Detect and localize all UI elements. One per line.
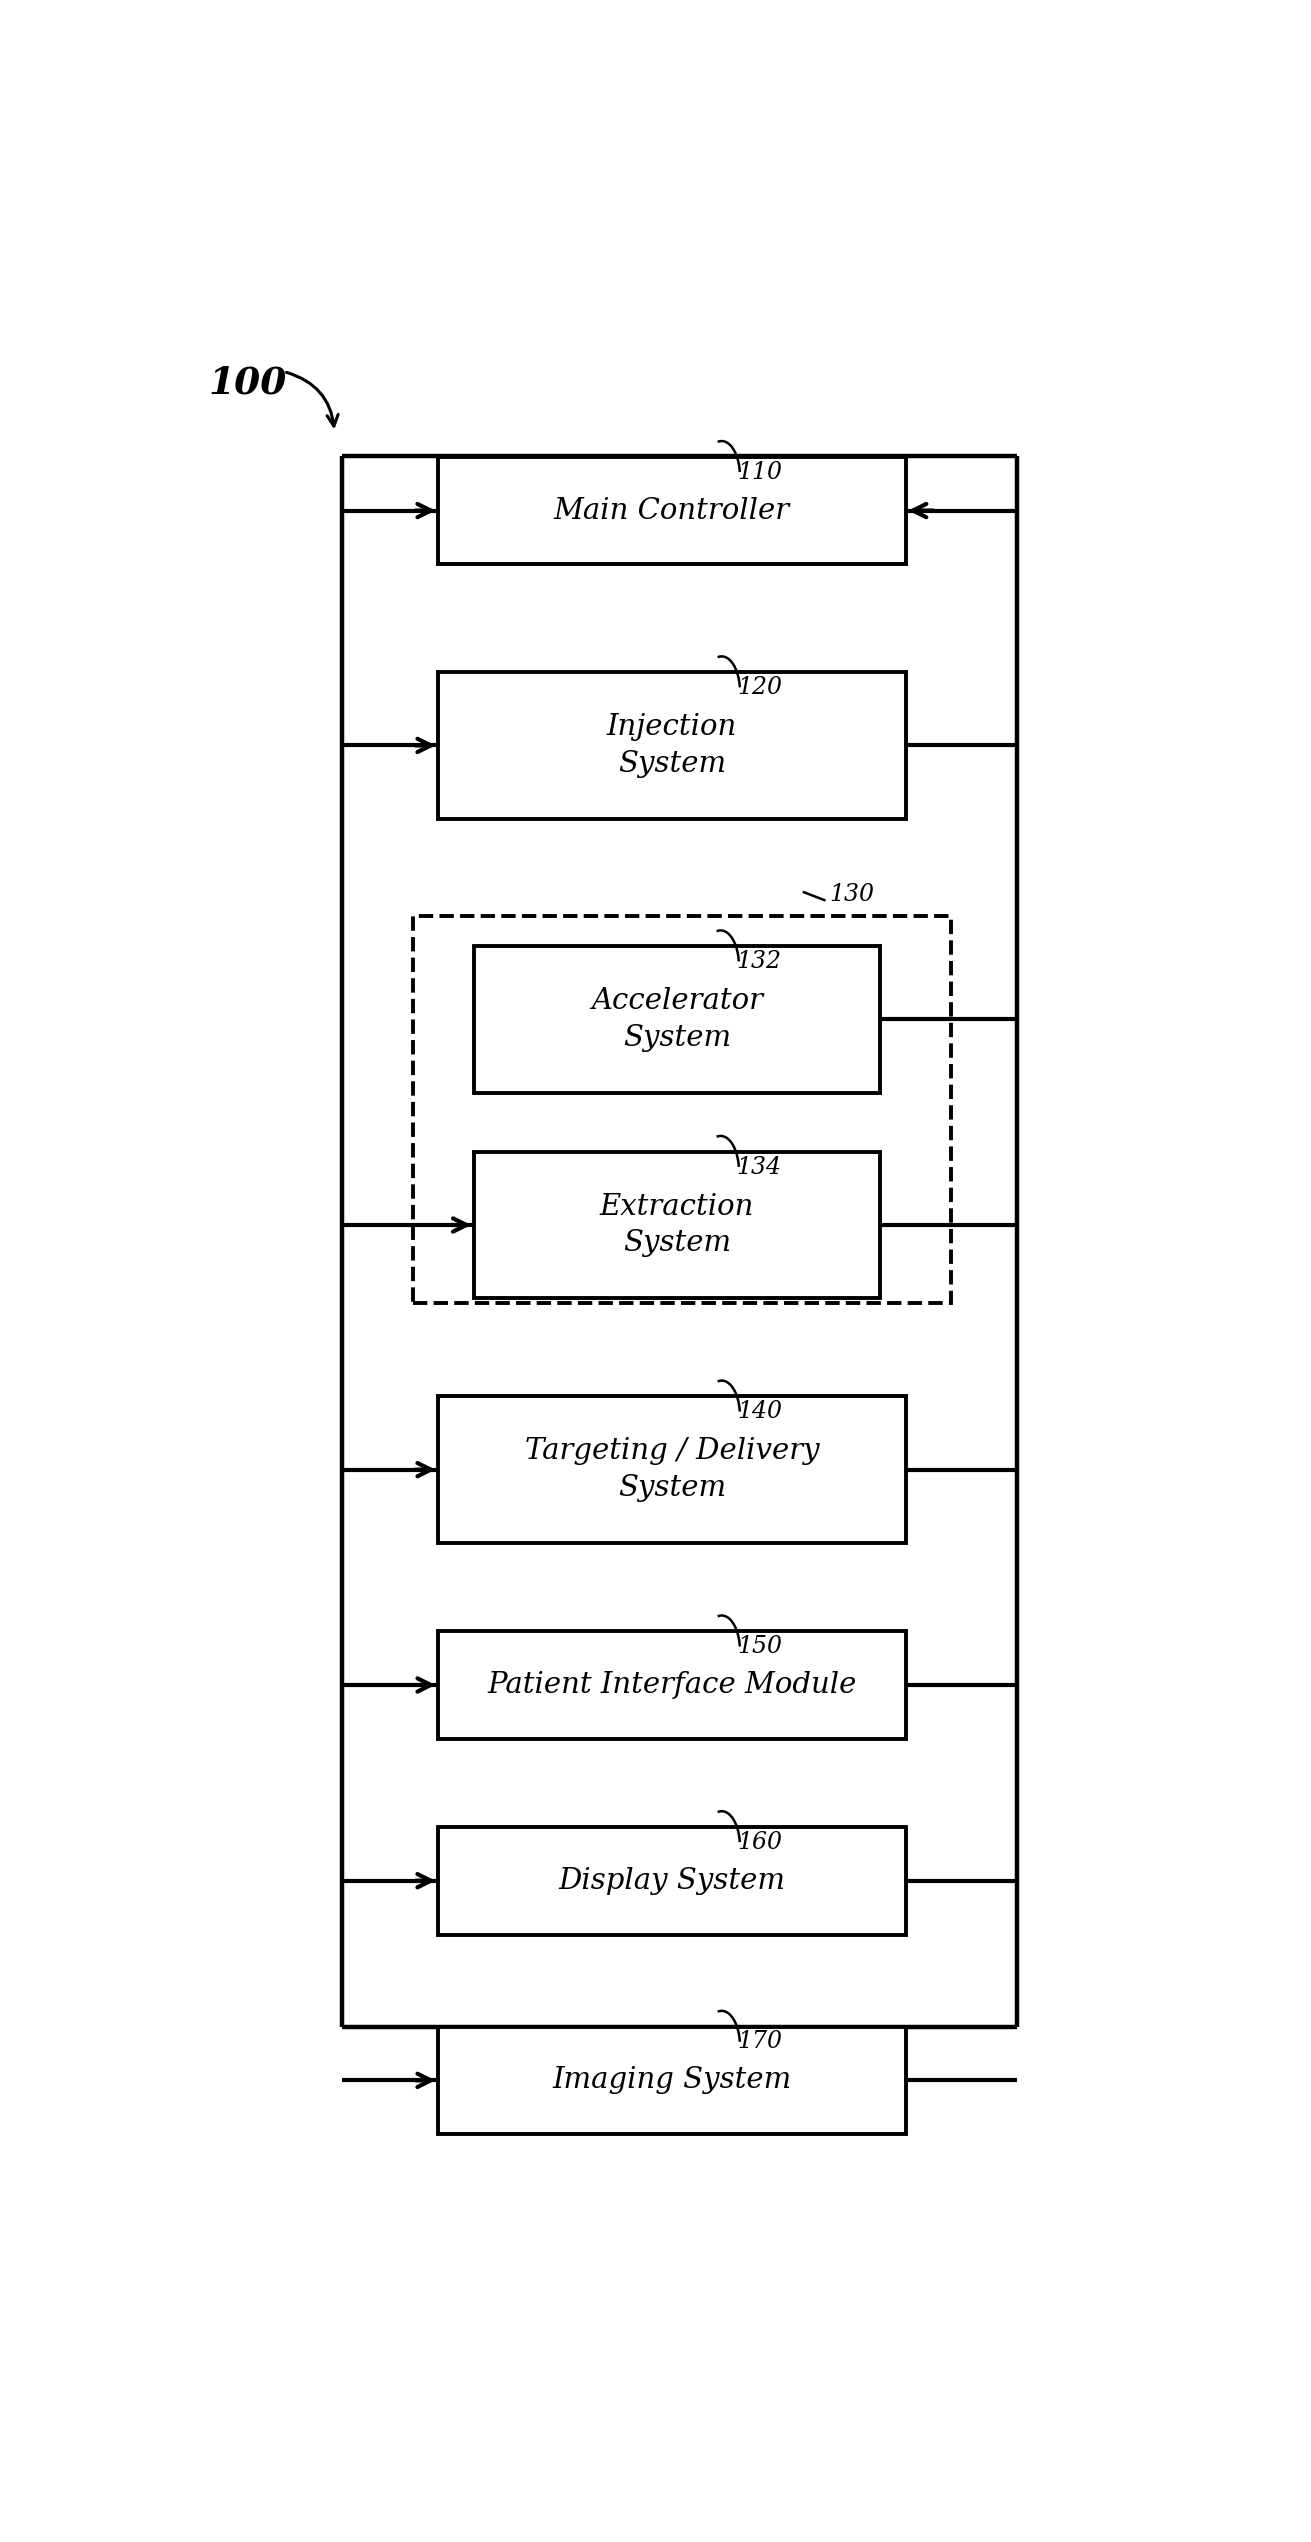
Text: 140: 140 [737, 1401, 781, 1424]
Text: Main Controller: Main Controller [553, 496, 791, 524]
Bar [438, 1828, 906, 1934]
Text: 132: 132 [735, 951, 781, 974]
Text: 130: 130 [830, 882, 874, 905]
Bar [473, 1152, 880, 1299]
Bar [438, 671, 906, 819]
Text: 160: 160 [737, 1830, 781, 1853]
Text: Patient Interface Module: Patient Interface Module [488, 1670, 856, 1698]
Bar [473, 946, 880, 1093]
Bar [438, 1632, 906, 1739]
Text: Imaging System: Imaging System [552, 2067, 792, 2095]
Bar [438, 458, 906, 564]
Text: Extraction
System: Extraction System [599, 1192, 754, 1258]
Text: 100: 100 [208, 366, 287, 402]
Text: 110: 110 [737, 460, 781, 483]
Bar [438, 1396, 906, 1543]
Text: 170: 170 [737, 2031, 781, 2054]
Text: 134: 134 [735, 1157, 781, 1179]
Bar [438, 2026, 906, 2135]
Text: Injection
System: Injection System [607, 714, 737, 778]
Bar [413, 915, 952, 1304]
Text: Accelerator
System: Accelerator System [591, 986, 763, 1052]
Text: 120: 120 [737, 676, 781, 699]
Text: 150: 150 [737, 1635, 781, 1657]
Text: Targeting / Delivery
System: Targeting / Delivery System [524, 1436, 819, 1502]
Text: Display System: Display System [558, 1866, 785, 1894]
